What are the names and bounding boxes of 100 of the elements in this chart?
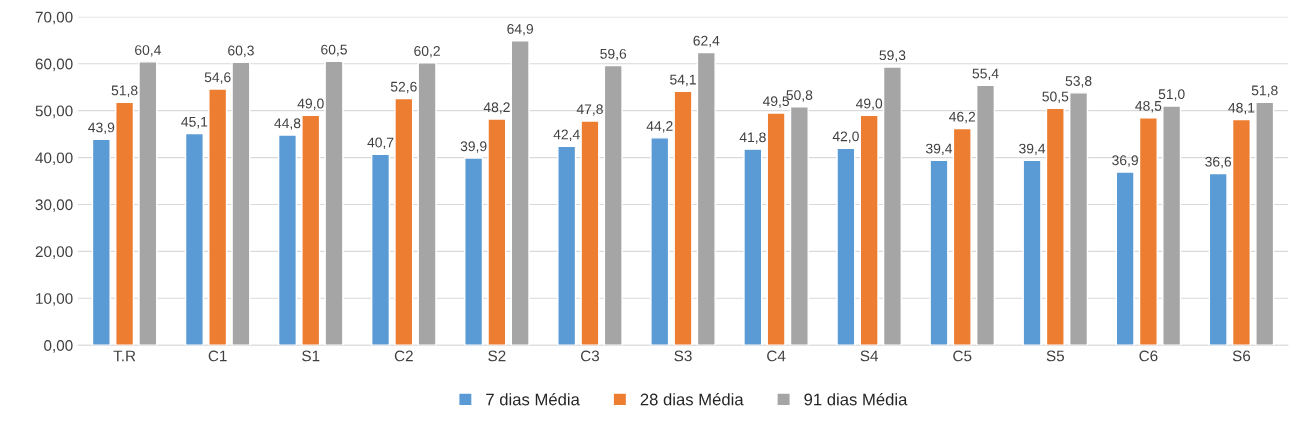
bar	[1069, 92, 1089, 346]
bar	[882, 66, 902, 346]
bar	[929, 159, 949, 346]
data-label: 42,0	[832, 131, 859, 143]
bar	[184, 132, 204, 346]
data-label: 44,8	[274, 118, 301, 130]
bar	[1115, 171, 1135, 346]
bar	[115, 101, 135, 346]
bar	[650, 137, 670, 346]
bar	[789, 106, 809, 346]
data-label: 55,4	[972, 68, 999, 81]
data-label: 44,2	[646, 121, 673, 133]
bar	[301, 114, 321, 346]
data-label: 40,7	[367, 137, 394, 150]
bar	[138, 61, 158, 346]
data-label: 42,4	[553, 129, 580, 142]
x-tick-label: C5	[953, 350, 972, 362]
data-label: 51,0	[1158, 89, 1185, 101]
data-label: 60,4	[135, 45, 161, 57]
data-label: 59,6	[600, 48, 627, 61]
bar	[603, 64, 623, 346]
data-label: 41,8	[739, 132, 766, 144]
bar	[277, 134, 298, 346]
data-label: 60,3	[228, 45, 254, 58]
x-tick-label: S4	[860, 350, 879, 362]
data-label: 36,9	[1112, 155, 1138, 167]
x-tick-label: C2	[394, 350, 413, 362]
bar	[371, 153, 391, 346]
bar	[975, 84, 996, 346]
x-tick-label: C6	[1139, 350, 1158, 362]
data-label: 52,6	[390, 81, 417, 94]
data-label: 46,2	[949, 111, 976, 124]
data-label: 62,4	[693, 35, 720, 48]
data-label: 49,0	[297, 98, 324, 111]
data-label: 50,5	[1042, 91, 1069, 104]
y-tick-label: 60,00	[35, 58, 73, 72]
y-tick-label: 10,00	[36, 293, 73, 306]
bar	[1162, 105, 1182, 346]
data-label: 39,4	[1019, 143, 1046, 156]
data-label: 51,8	[111, 85, 138, 97]
data-label: 47,8	[576, 104, 603, 116]
bar	[208, 88, 228, 346]
bar	[836, 147, 856, 346]
bar	[1208, 172, 1228, 346]
x-tick-label: S3	[674, 350, 692, 362]
bar	[696, 51, 716, 346]
data-label: 39,4	[925, 143, 953, 156]
data-label: 53,8	[1065, 76, 1092, 88]
bar	[324, 60, 344, 346]
bar	[859, 114, 879, 346]
x-tick-label: C4	[767, 350, 786, 362]
data-label: 39,9	[460, 141, 487, 153]
legend-label: 91 dias Média	[804, 392, 908, 406]
bar	[1231, 118, 1251, 346]
y-tick-label: 50,00	[35, 105, 73, 119]
data-label: 48,1	[1228, 102, 1255, 115]
bar	[487, 118, 507, 346]
x-tick-label: C1	[208, 350, 227, 362]
data-label: 64,9	[507, 24, 534, 36]
bar	[510, 40, 530, 346]
legend-label: 7 dias Média	[486, 392, 580, 406]
x-tick-label: S6	[1232, 350, 1251, 362]
bar	[1255, 101, 1275, 346]
data-label: 54,1	[670, 74, 696, 87]
data-label: 54,6	[204, 72, 231, 84]
bar	[766, 112, 786, 346]
bar	[91, 138, 111, 346]
x-tick-label: S5	[1046, 350, 1065, 362]
data-label: 59,3	[879, 50, 906, 62]
y-tick-label: 70,00	[35, 11, 73, 25]
bar	[952, 127, 972, 346]
data-label: 49,0	[855, 98, 883, 111]
y-tick-label: 40,00	[35, 152, 73, 166]
data-label: 51,8	[1251, 85, 1278, 97]
data-label: 43,9	[88, 122, 115, 135]
bar	[231, 61, 251, 346]
bar	[394, 97, 414, 346]
bar	[557, 145, 577, 346]
bar	[743, 148, 763, 346]
bar	[464, 157, 484, 346]
x-tick-label: S2	[488, 350, 506, 362]
data-label: 48,5	[1135, 100, 1162, 113]
bar	[1022, 159, 1042, 346]
data-label: 60,5	[321, 44, 347, 57]
data-label: 36,6	[1205, 156, 1232, 169]
bar	[417, 62, 437, 346]
bar	[580, 120, 600, 346]
bar	[1045, 107, 1065, 346]
y-tick-label: 0,00	[44, 340, 73, 353]
x-tick-label: S1	[302, 350, 320, 362]
y-tick-label: 20,00	[35, 246, 73, 259]
data-label: 60,2	[414, 46, 440, 58]
bar	[673, 90, 693, 346]
data-label: 45,1	[181, 117, 208, 129]
bar	[1138, 117, 1158, 346]
x-tick-label: T.R	[113, 350, 136, 362]
x-tick-label: C3	[580, 350, 600, 362]
legend-label: 28 dias Média	[640, 392, 744, 406]
data-label: 48,2	[483, 102, 510, 114]
y-tick-label: 30,00	[35, 199, 73, 212]
